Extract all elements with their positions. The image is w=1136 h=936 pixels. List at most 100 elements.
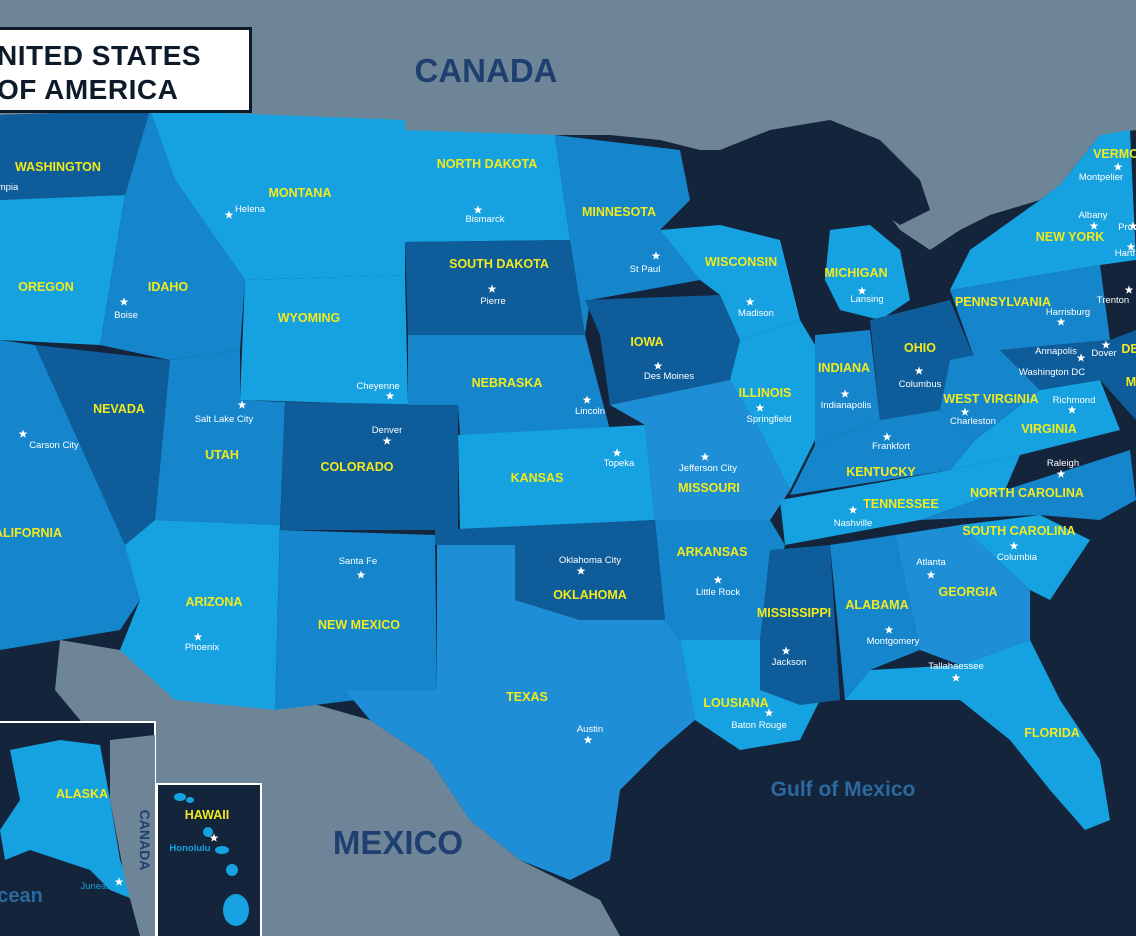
city-madison: Madison (738, 308, 774, 319)
state-colorado[interactable] (280, 402, 458, 530)
state-wisconsin[interactable] (660, 225, 800, 340)
state-new-mexico[interactable] (275, 530, 437, 710)
label-south-dakota: SOUTH DAKOTA (449, 257, 549, 271)
state-michigan[interactable] (825, 225, 910, 320)
city-olympia: mpia (0, 182, 19, 193)
city-st-paul: St Paul (630, 264, 661, 275)
city-annapolis: Annapolis (1035, 346, 1077, 357)
city-topeka: Topeka (604, 458, 635, 469)
city-albany: Albany (1078, 210, 1107, 221)
label-maryland: M (1126, 375, 1136, 389)
city-indianapolis: Indianapolis (821, 400, 872, 411)
capital-labels: mpia Helena Boise Carson City Salt Lake … (0, 172, 1136, 892)
state-oregon[interactable] (0, 195, 125, 345)
label-nebraska: NEBRASKA (472, 376, 543, 390)
state-alabama[interactable] (830, 535, 920, 700)
label-tennessee: TENNESSEE (863, 497, 939, 511)
canada-inset-label: CANADA (137, 810, 153, 871)
state-alaska[interactable] (0, 740, 135, 900)
state-north-carolina[interactable] (920, 450, 1136, 520)
label-montana: MONTANA (269, 186, 332, 200)
state-maryland-delaware[interactable] (1000, 330, 1136, 420)
canada-label: CANADA (415, 52, 558, 89)
state-iowa[interactable] (585, 295, 740, 405)
label-alabama: ALABAMA (845, 598, 908, 612)
state-minnesota[interactable] (555, 135, 700, 335)
label-louisiana: LOUSIANA (703, 696, 768, 710)
city-lincoln: Lincoln (575, 406, 605, 417)
label-florida: FLORIDA (1024, 726, 1080, 740)
city-juneau: Juneau (80, 881, 111, 892)
label-texas: TEXAS (506, 690, 548, 704)
label-idaho: IDAHO (148, 280, 189, 294)
state-utah[interactable] (155, 350, 285, 525)
state-montana[interactable] (150, 110, 405, 280)
state-idaho[interactable] (100, 110, 245, 360)
state-south-dakota[interactable] (405, 240, 585, 335)
state-louisiana[interactable] (680, 640, 820, 750)
city-pierre: Pierre (480, 296, 505, 307)
city-honolulu: Honolulu (169, 843, 210, 854)
state-missouri[interactable] (610, 380, 790, 520)
state-indiana[interactable] (815, 330, 880, 445)
state-kentucky[interactable] (790, 410, 975, 495)
city-montgomery: Montgomery (867, 636, 920, 647)
state-nebraska[interactable] (408, 335, 610, 435)
city-salt-lake-city: Salt Lake City (195, 414, 254, 425)
city-nashville: Nashville (834, 518, 873, 529)
label-iowa: IOWA (630, 335, 663, 349)
state-west-virginia[interactable] (940, 350, 1040, 440)
label-illinois: ILLINOIS (739, 386, 792, 400)
label-virginia: VIRGINIA (1021, 422, 1077, 436)
state-south-carolina[interactable] (960, 515, 1090, 600)
city-baton-rouge: Baton Rouge (731, 720, 786, 731)
label-delaware: DE (1121, 342, 1136, 356)
city-atlanta: Atlanta (916, 557, 946, 568)
label-south-carolina: SOUTH CAROLINA (962, 524, 1075, 538)
state-virginia[interactable] (950, 380, 1120, 470)
state-pennsylvania[interactable] (950, 265, 1110, 360)
state-texas[interactable] (345, 545, 695, 880)
city-little-rock: Little Rock (696, 587, 741, 598)
label-ohio: OHIO (904, 341, 936, 355)
label-wyoming: WYOMING (278, 311, 341, 325)
city-jackson: Jackson (772, 657, 807, 668)
state-washington[interactable] (0, 110, 150, 200)
state-nevada[interactable] (35, 345, 170, 545)
state-georgia[interactable] (895, 525, 1030, 665)
city-charleston: Charleston (950, 416, 996, 427)
state-wyoming[interactable] (240, 275, 408, 405)
label-kansas: KANSAS (511, 471, 564, 485)
label-washington: WASHINGTON (15, 160, 101, 174)
gulf-label: Gulf of Mexico (771, 778, 916, 801)
label-minnesota: MINNESOTA (582, 205, 656, 219)
state-california[interactable] (0, 340, 140, 650)
label-north-carolina: NORTH CAROLINA (970, 486, 1084, 500)
city-cheyenne: Cheyenne (356, 381, 399, 392)
label-wisconsin: WISCONSIN (705, 255, 777, 269)
state-florida[interactable] (845, 640, 1110, 830)
city-providence: Prov (1118, 222, 1136, 233)
city-tallahassee: Tallahaessee (928, 661, 983, 672)
city-richmond: Richmond (1053, 395, 1096, 406)
label-hawaii: HAWAII (185, 808, 229, 822)
state-mississippi[interactable] (760, 545, 840, 705)
state-kansas[interactable] (458, 425, 655, 530)
city-carson-city: Carson City (29, 440, 79, 451)
city-hartford: Hartf (1115, 248, 1136, 259)
ocean-label: cean (0, 885, 43, 907)
state-illinois[interactable] (730, 320, 815, 490)
state-new-york[interactable] (950, 130, 1136, 290)
city-washington-dc: Washington DC (1019, 367, 1085, 378)
label-arizona: ARIZONA (186, 595, 243, 609)
state-arizona[interactable] (120, 520, 280, 710)
city-jefferson-city: Jefferson City (679, 463, 737, 474)
city-helena: Helena (235, 204, 266, 215)
city-phoenix: Phoenix (185, 642, 220, 653)
state-labels: WASHINGTON OREGON ALIFORNIA NEVADA IDAHO… (0, 147, 1136, 822)
city-springfield: Springfield (747, 414, 792, 425)
city-denver: Denver (372, 425, 403, 436)
state-north-dakota[interactable] (405, 130, 570, 242)
state-tennessee[interactable] (780, 455, 1020, 545)
